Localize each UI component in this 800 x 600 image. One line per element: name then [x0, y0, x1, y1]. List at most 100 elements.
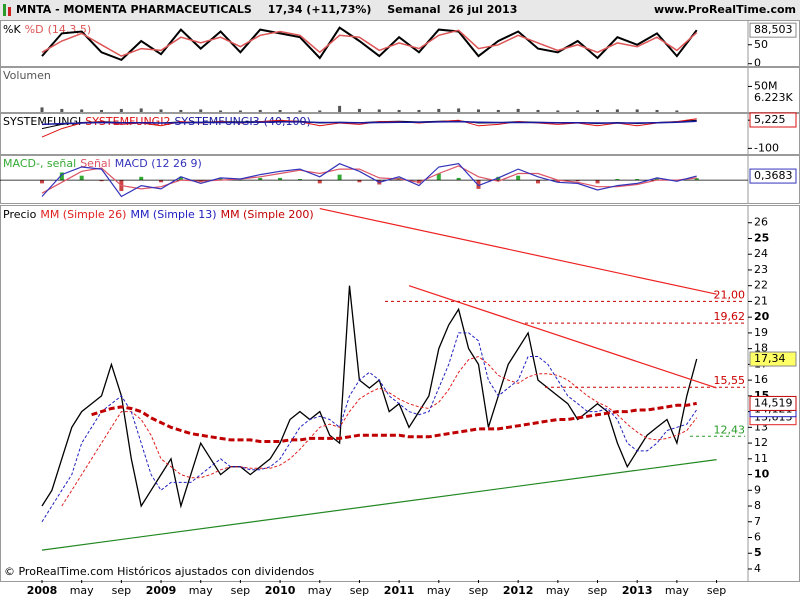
legend-entry: Volumen	[3, 69, 51, 82]
y-tick-label: 6	[754, 531, 761, 544]
bar	[219, 110, 223, 112]
last-value-label: 88,503	[754, 23, 793, 36]
bar	[278, 109, 282, 112]
y-tick-label: 50M	[754, 79, 778, 92]
site: www.ProRealTime.com	[654, 3, 796, 16]
bar	[178, 176, 183, 181]
bar	[159, 180, 164, 183]
y-tick-label: -100	[754, 141, 779, 154]
bar	[80, 109, 84, 112]
bar	[496, 109, 500, 112]
bar	[357, 180, 362, 183]
series-line	[91, 401, 697, 443]
last-value-box	[749, 112, 797, 128]
legend: Volumen	[3, 69, 51, 82]
x-tick-label: 2013	[622, 584, 653, 597]
bar	[694, 178, 699, 181]
bar	[298, 110, 302, 112]
series-line	[41, 29, 698, 57]
bar	[516, 175, 521, 181]
bar	[675, 110, 679, 112]
x-tick-label: sep	[112, 584, 131, 597]
bar	[297, 179, 302, 181]
y-tick-label: 23	[754, 263, 768, 276]
footer: © ProRealTime.com Históricos ajustados c…	[4, 565, 315, 578]
quote: 17,34 (+11,73%)	[268, 3, 372, 16]
bar	[437, 108, 441, 112]
bar	[555, 180, 560, 183]
legend-entry: %K	[3, 23, 21, 36]
bar	[417, 109, 421, 112]
bar	[99, 180, 104, 182]
last-value-box	[749, 22, 797, 38]
y-tick-label: 25	[754, 231, 769, 244]
plots: 0 50 %K %D (14,3,5) 88,503 50M Volumen 6.223K -10…	[0, 20, 800, 597]
level-label: 19,62	[714, 310, 746, 323]
y-tick-label: 11	[754, 452, 768, 465]
y-tick-label: 22	[754, 279, 768, 292]
y-tick-label: 18	[754, 342, 768, 355]
bar	[556, 110, 560, 112]
x-tick-label: may	[665, 584, 689, 597]
x-tick-label: may	[427, 584, 451, 597]
bar	[615, 179, 620, 181]
bar	[635, 109, 639, 112]
trendline	[319, 207, 717, 295]
bar	[357, 108, 361, 112]
header: MNTA - MOMENTA PHARMACEUTICALS 17,34 (+1…	[16, 3, 517, 16]
series-line	[41, 285, 698, 509]
x-tick-label: sep	[588, 584, 607, 597]
bar	[476, 109, 480, 112]
level-label: 15,55	[714, 374, 746, 387]
legend-entry: MM (Simple 200)	[221, 208, 314, 221]
bar	[40, 180, 44, 184]
last-value-box	[749, 395, 797, 411]
bar	[218, 177, 223, 181]
date: 26 jul 2013	[448, 3, 517, 16]
legend-entry: MM (Simple 26)	[40, 208, 126, 221]
y-tick-label: 9	[754, 483, 761, 496]
series-line	[61, 355, 698, 507]
bar	[397, 109, 401, 112]
bar	[635, 179, 640, 181]
bar	[575, 180, 580, 182]
level-label: 12,43	[714, 423, 746, 436]
legend: MACD-, señal Señal MACD (12 26 9)	[3, 157, 202, 170]
trendline	[408, 285, 717, 389]
bar	[79, 175, 84, 181]
trendline	[41, 459, 717, 551]
symbol: MNTA - MOMENTA PHARMACEUTICALS	[16, 3, 252, 16]
last-value-label: 5,225	[754, 113, 786, 126]
bar	[238, 110, 242, 112]
bar	[337, 174, 342, 181]
y-tick-label: 0	[754, 57, 761, 70]
bar	[159, 109, 163, 112]
x-tick-label: may	[189, 584, 213, 597]
bar	[278, 177, 283, 181]
y-tick-label: 10	[754, 468, 770, 481]
x-tick-label: 2012	[503, 584, 534, 597]
x-tick-label: sep	[231, 584, 250, 597]
legend-entry: %D	[25, 23, 44, 36]
period: Semanal	[387, 3, 440, 16]
x-tick-label: sep	[707, 584, 726, 597]
bar	[100, 109, 104, 112]
bar	[536, 180, 540, 184]
bar	[179, 109, 183, 112]
bar	[576, 110, 580, 112]
bar	[595, 180, 600, 184]
y-tick-label: 4	[754, 562, 761, 575]
bar	[199, 109, 203, 112]
bar	[536, 109, 540, 112]
series-line	[41, 120, 697, 126]
bar	[655, 109, 659, 112]
legend-params: (14,3,5)	[48, 23, 92, 36]
last-value-box	[749, 351, 797, 367]
y-tick-label: 7	[754, 515, 761, 528]
x-tick-label: sep	[350, 584, 369, 597]
bar	[119, 108, 123, 112]
bar	[516, 108, 520, 112]
x-tick-label: may	[70, 584, 94, 597]
